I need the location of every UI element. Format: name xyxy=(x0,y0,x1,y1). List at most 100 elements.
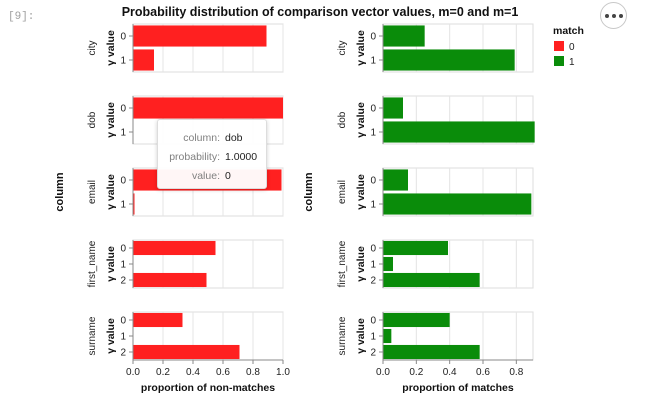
legend: match 0 1 xyxy=(553,25,584,68)
row-header-first_name: first_name xyxy=(87,240,98,287)
row-header-first_name: first_name xyxy=(337,240,348,287)
legend-title: match xyxy=(553,25,584,37)
x-tick-label: 0.6 xyxy=(476,367,490,378)
y-axis-title: γ value xyxy=(105,318,117,354)
y-tick-label: 0 xyxy=(120,104,126,115)
bar-email-1 xyxy=(133,193,135,215)
row-header-dob: dob xyxy=(337,111,348,128)
y-tick-label: 0 xyxy=(370,244,376,255)
y-axis-title: γ value xyxy=(355,30,367,66)
more-icon xyxy=(611,13,616,18)
x-tick-label: 0.8 xyxy=(246,367,260,378)
bar-first_name-0 xyxy=(133,240,216,256)
tooltip-key: column: xyxy=(183,131,220,144)
legend-swatch xyxy=(554,56,564,66)
bar-dob-0 xyxy=(133,97,283,119)
facet-row: 0 1γ value city xyxy=(337,23,534,73)
y-axis-title: γ value xyxy=(355,318,367,354)
y-axis-title: γ value xyxy=(105,174,117,210)
bar-dob-0 xyxy=(383,97,403,119)
bar-surname-0 xyxy=(133,312,183,328)
facet-row: 0 1γ value email xyxy=(337,167,534,217)
bar-city-0 xyxy=(383,25,425,47)
x-tick-label: 1.0 xyxy=(276,367,290,378)
y-tick-label: 0 xyxy=(370,316,376,327)
y-tick-label: 1 xyxy=(120,200,126,211)
x-tick-label: 0.4 xyxy=(186,367,200,378)
y-tick-label: 1 xyxy=(370,332,376,343)
y-tick-label: 0 xyxy=(120,316,126,327)
y-tick-label: 1 xyxy=(370,56,376,67)
bar-email-1 xyxy=(383,193,532,215)
y-tick-label: 0 xyxy=(120,176,126,187)
bar-first_name-1 xyxy=(383,256,393,272)
y-tick-label: 2 xyxy=(370,348,376,359)
y-tick-label: 1 xyxy=(370,260,376,271)
tooltip-row: value: 0 xyxy=(158,166,266,185)
y-tick-label: 1 xyxy=(120,332,126,343)
facet-row: 0 1 2γ value first_name xyxy=(337,239,534,289)
bar-first_name-0 xyxy=(383,240,448,256)
y-tick-label: 2 xyxy=(120,276,126,287)
tooltip-row: column: dob xyxy=(158,128,266,147)
y-tick-label: 1 xyxy=(120,128,126,139)
bar-dob-1 xyxy=(383,121,535,143)
y-axis-title: γ value xyxy=(105,246,117,282)
more-icon xyxy=(618,13,623,18)
x-axis-title: proportion of matches xyxy=(402,382,514,394)
more-options-button[interactable] xyxy=(600,2,627,29)
y-tick-label: 0 xyxy=(370,104,376,115)
row-header-city: city xyxy=(87,41,98,56)
bar-first_name-2 xyxy=(133,272,207,288)
y-tick-label: 0 xyxy=(120,244,126,255)
y-axis-title: γ value xyxy=(355,174,367,210)
y-tick-label: 0 xyxy=(120,32,126,43)
bar-city-1 xyxy=(133,49,154,71)
chart-title: Probability distribution of comparison v… xyxy=(122,5,519,19)
x-tick-label: 0.2 xyxy=(409,367,423,378)
bar-surname-1 xyxy=(383,328,392,344)
chart-tooltip: column: dob probability: 1.0000 value: 0 xyxy=(157,119,267,189)
tooltip-value: dob xyxy=(225,131,243,144)
x-tick-label: 0.0 xyxy=(126,367,140,378)
x-tick-label: 0.4 xyxy=(443,367,457,378)
y-axis-title: γ value xyxy=(105,30,117,66)
bar-surname-2 xyxy=(133,344,240,360)
facet-row: 0 1 2γ value surname xyxy=(87,311,284,361)
y-tick-label: 0 xyxy=(370,176,376,187)
facet-row: 0 1γ value city xyxy=(87,23,284,73)
row-header-city: city xyxy=(337,41,348,56)
row-header-email: email xyxy=(337,180,348,204)
y-tick-label: 1 xyxy=(120,260,126,271)
row-header-dob: dob xyxy=(87,111,98,128)
y-axis-title: γ value xyxy=(355,102,367,138)
x-tick-label: 0.8 xyxy=(509,367,523,378)
facet-row: 0 1 2γ value surname xyxy=(337,311,534,361)
tooltip-row: probability: 1.0000 xyxy=(158,147,266,166)
row-header-email: email xyxy=(87,180,98,204)
bar-surname-0 xyxy=(383,312,450,328)
more-icon xyxy=(604,13,609,18)
row-header-surname: surname xyxy=(337,316,348,355)
x-axis-title: proportion of non-matches xyxy=(141,382,275,394)
tooltip-value: 1.0000 xyxy=(225,150,258,163)
y-tick-label: 0 xyxy=(370,32,376,43)
legend-label: 0 xyxy=(569,42,575,53)
y-axis-title: γ value xyxy=(355,246,367,282)
y-tick-label: 1 xyxy=(370,128,376,139)
row-axis-title: column xyxy=(303,172,315,211)
legend-swatch xyxy=(554,41,564,51)
row-axis-title: column xyxy=(54,172,66,211)
y-axis-title: γ value xyxy=(105,102,117,138)
bar-city-0 xyxy=(133,25,267,47)
x-tick-label: 0.6 xyxy=(216,367,230,378)
legend-label: 1 xyxy=(569,57,575,68)
y-tick-label: 2 xyxy=(120,348,126,359)
bar-email-0 xyxy=(383,169,408,191)
y-tick-label: 1 xyxy=(120,56,126,67)
row-header-surname: surname xyxy=(87,316,98,355)
